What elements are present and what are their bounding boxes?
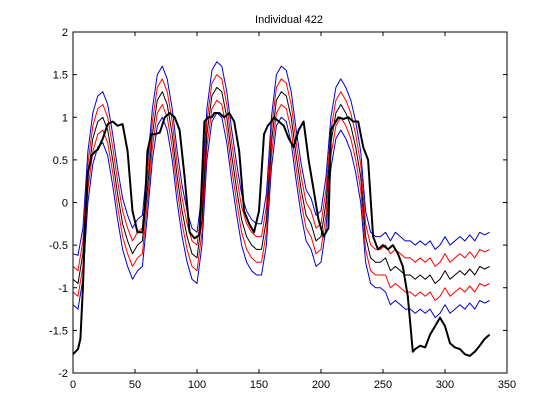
x-tick-label: 350 [498, 379, 516, 391]
series-line-outer-lower [72, 112, 490, 319]
x-tick-label: 250 [374, 379, 392, 391]
x-tick-label: 300 [436, 379, 454, 391]
x-tick-label: 150 [250, 379, 268, 391]
y-tick-label: 0 [62, 198, 68, 210]
chart-title: Individual 422 [255, 14, 323, 26]
y-tick-label: 0.5 [53, 155, 68, 167]
series-layer [72, 61, 491, 357]
series-line-observed [72, 112, 491, 357]
x-tick-label: 200 [312, 379, 330, 391]
x-tick-label: 50 [129, 379, 141, 391]
y-tick-label: 1.5 [53, 70, 68, 82]
y-tick-label: -1 [58, 283, 68, 295]
y-tick-label: -0.5 [49, 240, 68, 252]
x-tick-label: 100 [188, 379, 206, 391]
series-line-outer-upper [72, 61, 490, 256]
x-tick-label: 0 [70, 379, 76, 391]
y-tick-label: 2 [62, 27, 68, 39]
y-tick-label: -2 [58, 368, 68, 380]
y-tick-label: -1.5 [49, 325, 68, 337]
series-line-inner-lower [72, 99, 490, 301]
y-tick-label: 1 [62, 112, 68, 124]
x-axis: 0 50 100 150 200 250 300 350 [70, 32, 516, 391]
series-line-mean [72, 86, 490, 284]
y-axis: -2 -1.5 -1 -0.5 0 0.5 1 1.5 2 [49, 27, 507, 380]
